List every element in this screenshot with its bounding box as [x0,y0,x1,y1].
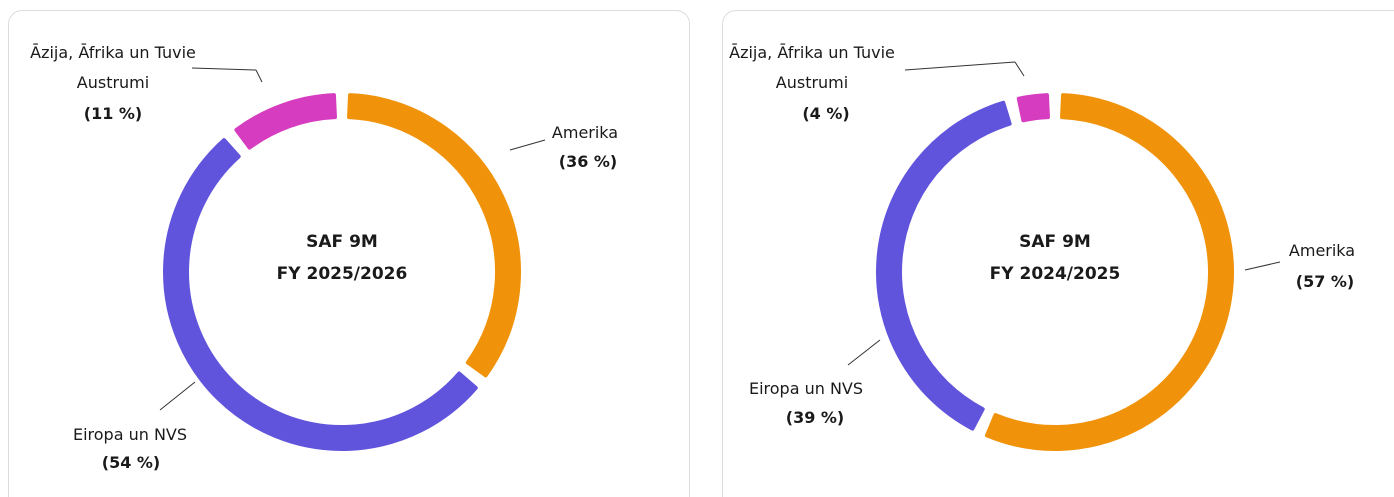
center-title: SAF 9M [306,232,378,252]
donut-segment [1016,93,1050,123]
segment-value: (11 %) [83,104,143,123]
segment-label: Āzija, Āfrika un Tuvie Austrumi [729,43,895,92]
center-subtitle: FY 2024/2025 [989,264,1121,284]
segment-value: (57 %) [1295,272,1355,291]
segment-value: (4 %) [802,104,850,123]
donut-segment [984,93,1234,451]
center-subtitle: FY 2025/2026 [276,264,408,284]
segment-label: Amerika [1288,241,1356,260]
segment-label: Eiropa un NVS [748,379,864,398]
donut-segment [234,93,337,150]
card [8,10,690,497]
donut-segment [163,138,478,451]
segment-value: (54 %) [101,453,161,472]
segment-label: Amerika [551,123,619,142]
segment-value: (39 %) [785,408,845,427]
segment-value: (36 %) [558,152,618,171]
segment-label: Āzija, Āfrika un Tuvie Austrumi [30,43,196,92]
card [722,10,1394,497]
segment-label: Eiropa un NVS [72,425,188,444]
center-title: SAF 9M [1019,232,1091,252]
leader-lines [159,61,1281,411]
donut-segment [876,100,1012,431]
donut-segment [347,93,521,378]
